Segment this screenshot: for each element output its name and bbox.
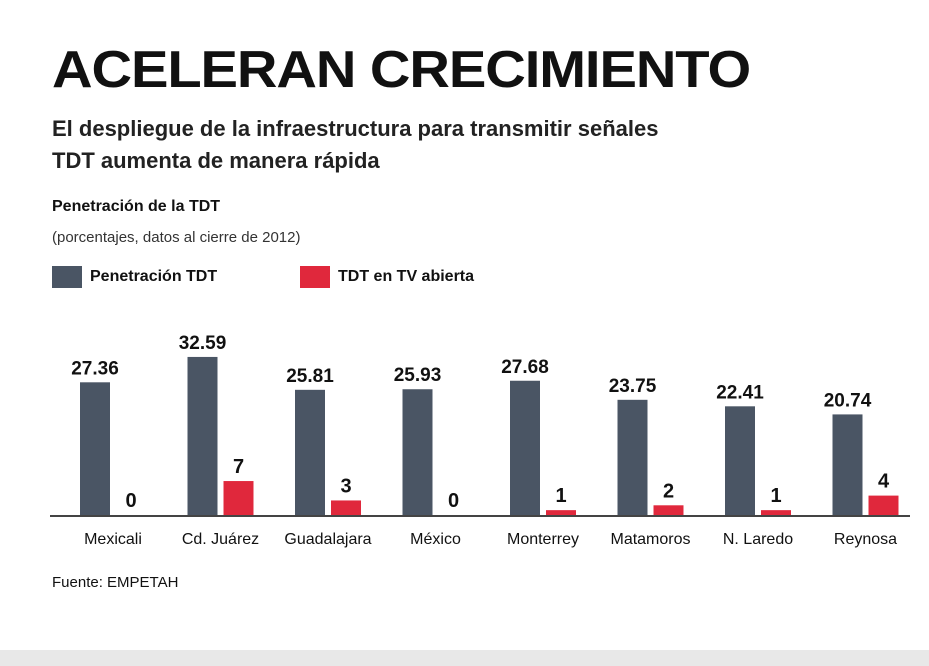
data-label: 22.41 xyxy=(716,382,764,403)
chart-heading: Penetración de la TDT xyxy=(52,198,221,215)
bar-tv-abierta xyxy=(331,500,361,515)
data-label: 4 xyxy=(878,471,890,493)
bar-penetracion xyxy=(80,382,110,515)
data-label: 25.93 xyxy=(394,365,442,386)
data-label: 7 xyxy=(233,456,244,478)
data-label: 1 xyxy=(770,485,781,507)
bar-tv-abierta xyxy=(761,510,791,515)
source-note: Fuente: EMPETAH xyxy=(52,574,179,591)
data-label: 32.59 xyxy=(179,333,227,354)
category-label: México xyxy=(410,531,461,548)
data-label: 1 xyxy=(555,485,566,507)
bar-penetracion xyxy=(402,389,433,515)
bar-tv-abierta xyxy=(868,495,899,515)
bar-penetracion xyxy=(617,399,648,515)
bar-tv-abierta xyxy=(223,481,254,515)
category-label: Mexicali xyxy=(84,531,142,548)
bar-penetracion xyxy=(725,406,755,515)
subtitle-line-1: El despliegue de la infraestructura para… xyxy=(52,116,659,141)
category-label: Matamoros xyxy=(610,531,690,548)
data-label: 3 xyxy=(340,475,351,497)
data-label: 25.81 xyxy=(286,366,334,387)
legend-item-penetracion: Penetración TDT xyxy=(52,266,217,288)
data-label: 20.74 xyxy=(824,390,872,411)
legend-swatch xyxy=(52,266,82,288)
data-label: 0 xyxy=(125,490,136,512)
chart-title: ACELERAN CRECIMIENTO xyxy=(52,41,751,99)
legend-label: TDT en TV abierta xyxy=(338,268,475,285)
category-label: Cd. Juárez xyxy=(182,531,259,548)
data-label: 23.75 xyxy=(609,376,657,397)
bar-penetracion xyxy=(832,414,863,515)
category-label: Guadalajara xyxy=(284,531,371,548)
data-label: 27.36 xyxy=(71,358,119,379)
bar-penetracion xyxy=(295,389,325,515)
legend-item-tv-abierta: TDT en TV abierta xyxy=(300,266,474,288)
subtitle-line-2: TDT aumenta de manera rápida xyxy=(52,148,380,173)
data-label: 27.68 xyxy=(501,357,549,378)
category-label: Reynosa xyxy=(834,531,897,548)
data-label: 0 xyxy=(448,490,459,512)
legend-swatch xyxy=(300,266,330,288)
chart-note: (porcentajes, datos al cierre de 2012) xyxy=(52,229,301,246)
legend-label: Penetración TDT xyxy=(90,268,218,285)
footer-band xyxy=(0,650,929,666)
bar-tv-abierta xyxy=(546,510,576,515)
bar-tv-abierta xyxy=(653,505,684,515)
category-label: Monterrey xyxy=(507,531,579,548)
bar-penetracion xyxy=(510,380,540,515)
category-label: N. Laredo xyxy=(723,531,793,548)
bar-penetracion xyxy=(187,356,218,515)
data-label: 2 xyxy=(663,480,674,502)
